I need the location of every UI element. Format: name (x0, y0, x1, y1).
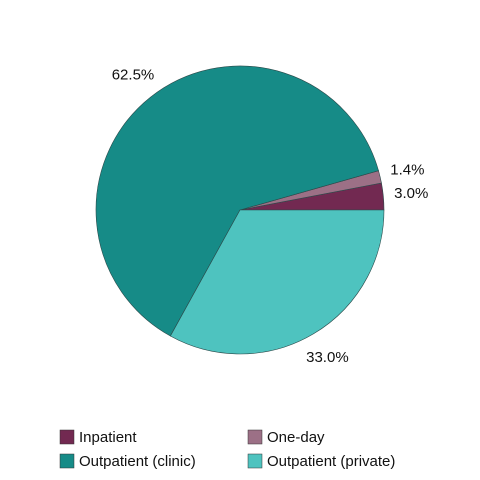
data-label: 1.4% (390, 161, 424, 178)
legend-label: Inpatient (79, 429, 137, 446)
legend-swatch (247, 429, 263, 445)
legend-swatch (247, 453, 263, 469)
data-label: 3.0% (394, 185, 428, 202)
legend-swatch (59, 453, 75, 469)
pie-slice (95, 65, 379, 337)
pie-slice (169, 209, 385, 355)
legend-label: One-day (267, 429, 325, 446)
data-label: 62.5% (112, 66, 155, 83)
legend-label: Outpatient (private) (267, 453, 395, 470)
legend-label: Outpatient (clinic) (79, 453, 196, 470)
data-label: 33.0% (306, 349, 349, 366)
legend-swatch (59, 429, 75, 445)
